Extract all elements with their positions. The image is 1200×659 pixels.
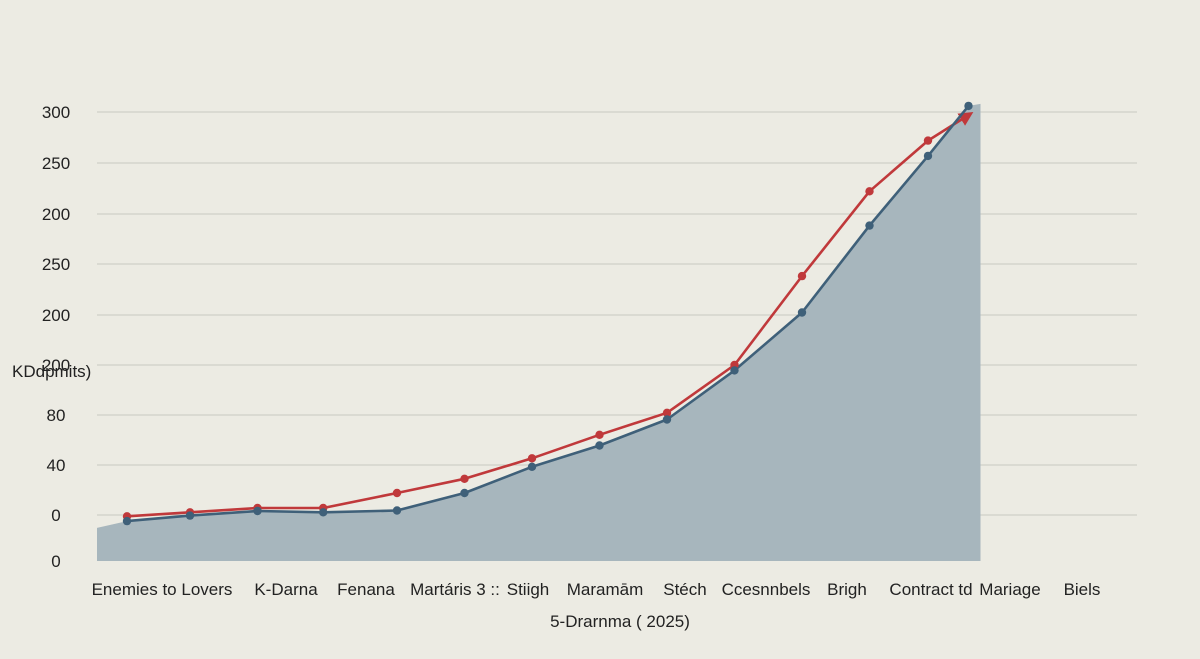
data-point [964, 101, 973, 111]
x-tick-label: Brigh [827, 580, 867, 599]
area-fill-shape [97, 103, 981, 562]
data-point [595, 430, 604, 439]
x-tick-label: Mariage [979, 580, 1040, 599]
data-point [595, 441, 604, 450]
series-points [122, 101, 973, 526]
x-axis-title: 5-Drarnma ( 2025) [550, 612, 690, 631]
y-tick-label: 250 [42, 154, 70, 173]
data-point [662, 415, 672, 424]
data-point [392, 488, 402, 498]
data-point [122, 516, 132, 526]
x-tick-label: Stéch [663, 580, 706, 599]
series-line-1 [126, 105, 970, 523]
x-tick-label: Biels [1064, 580, 1101, 599]
data-point [662, 408, 672, 417]
y-tick-label: 40 [47, 456, 66, 475]
x-tick-label: Fenana [337, 580, 395, 599]
y-tick-label: 80 [47, 406, 66, 425]
data-point [923, 136, 933, 145]
data-point [923, 151, 933, 161]
data-point [527, 454, 537, 463]
data-point [730, 366, 739, 375]
data-point [797, 308, 807, 317]
data-point [527, 462, 537, 471]
x-tick-labels: Enemies to Lovers K-Darna Fenana Martáris 3… [92, 580, 1101, 599]
y-tick-label: 200 [42, 205, 70, 224]
gridlines [97, 111, 1137, 516]
x-tick-label: Contract td [889, 580, 972, 599]
data-point [865, 221, 874, 230]
y-tick-label: 0 [51, 552, 60, 571]
x-tick-label: K-Darna [254, 580, 318, 599]
data-point [392, 506, 402, 515]
y-tick-label: 300 [42, 103, 70, 122]
y-axis-title: KDdpmits) [12, 362, 91, 381]
x-tick-label: Stiigh [507, 580, 550, 599]
data-point [460, 488, 469, 498]
data-point [185, 511, 195, 520]
x-tick-label: Martáris 3 :: [410, 580, 500, 599]
area-fill [97, 103, 981, 562]
data-point [460, 474, 469, 483]
data-point [797, 271, 807, 281]
y-tick-label: 200 [42, 306, 70, 325]
y-tick-label: 250 [42, 255, 70, 274]
data-point [319, 508, 328, 517]
y-tick-label: 200 [42, 356, 70, 375]
x-tick-label: Enemies to Lovers [92, 580, 233, 599]
data-point [253, 506, 262, 516]
y-tick-label: 0 [51, 506, 60, 525]
x-tick-label: Maramām [567, 580, 644, 599]
x-tick-label: Ccesnnbels [722, 580, 811, 599]
series-lines [126, 105, 974, 523]
y-tick-labels: 0 0 40 80 200 200 250 200 250 300 [42, 103, 70, 571]
data-point [865, 187, 874, 196]
series-line-0 [126, 112, 974, 518]
